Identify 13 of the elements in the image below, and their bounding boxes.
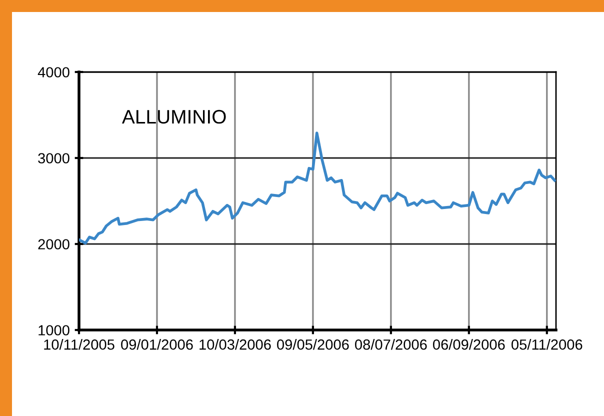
y-tick-label: 2000 [38, 239, 70, 250]
y-tick-label: 4000 [38, 67, 70, 78]
x-tick-label: 10/03/2006 [200, 339, 271, 350]
line-series [79, 132, 556, 245]
text: ALLUMINIO [122, 110, 226, 124]
x-tick-label: 10/11/2005 [44, 339, 114, 350]
x-tick-label: 06/09/2006 [433, 339, 505, 350]
x-tick-label: 09/05/2006 [277, 339, 349, 350]
y-tick-label: 3000 [38, 153, 70, 164]
x-tick-label: 08/07/2006 [355, 339, 427, 350]
y-tick-label: 1000 [38, 325, 70, 336]
x-tick-label: 05/11/2006 [512, 339, 582, 350]
x-tick-label: 09/01/2006 [121, 339, 193, 350]
